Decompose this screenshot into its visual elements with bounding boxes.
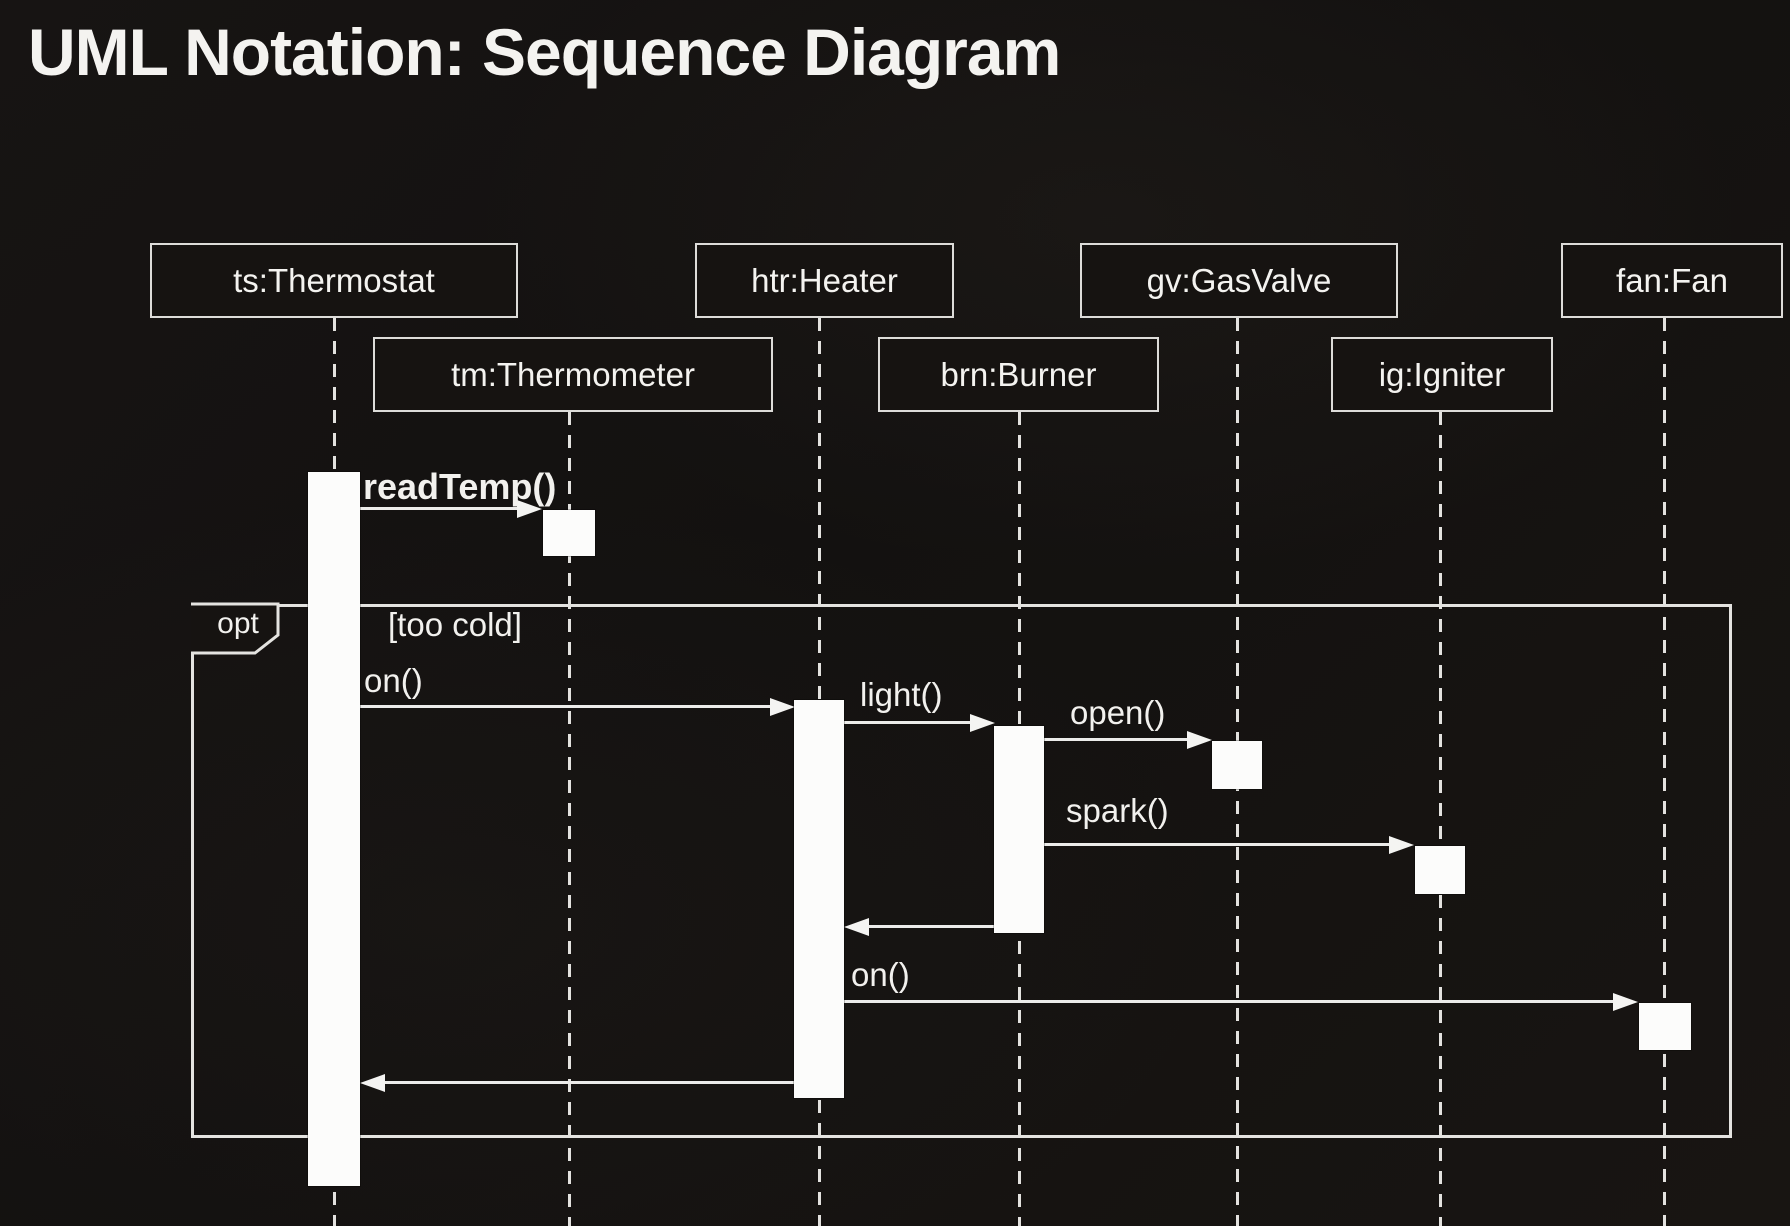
actor-box-gv: gv:GasValve [1080, 243, 1398, 318]
actor-box-ig: ig:Igniter [1331, 337, 1553, 412]
page-title: UML Notation: Sequence Diagram [28, 15, 1061, 89]
arrowhead-right-icon [1187, 731, 1212, 749]
actor-box-brn: brn:Burner [878, 337, 1159, 412]
fragment-operator-label: opt [217, 607, 259, 640]
message-line-on-fan [844, 1000, 1614, 1003]
arrowhead-left-icon [844, 918, 869, 936]
message-line-on-heater [360, 705, 772, 708]
message-line-light [844, 721, 972, 724]
actor-label: ts:Thermostat [233, 261, 435, 299]
message-line-readtemp [360, 507, 518, 510]
message-label-light: light() [860, 676, 943, 713]
lifeline-tm [568, 412, 571, 1226]
message-line-open [1044, 738, 1188, 741]
actor-label: ig:Igniter [1378, 355, 1506, 393]
arrowhead-left-icon [360, 1074, 385, 1092]
fragment-guard-label: [too cold] [388, 606, 522, 643]
arrowhead-right-icon [517, 500, 542, 518]
activation-htr [794, 700, 844, 1098]
message-label-on-fan: on() [851, 956, 910, 993]
actor-label: brn:Burner [940, 355, 1097, 393]
activation-tm [543, 510, 595, 556]
actor-box-fan: fan:Fan [1561, 243, 1783, 318]
arrowhead-right-icon [770, 698, 795, 716]
lifeline-fan [1663, 318, 1666, 1226]
arrowhead-right-icon [1613, 993, 1638, 1011]
actor-box-tm: tm:Thermometer [373, 337, 773, 412]
message-line-spark [1044, 843, 1390, 846]
fragment-opt-frame [191, 604, 1732, 1138]
activation-ig [1415, 846, 1465, 894]
activation-fan [1639, 1003, 1691, 1050]
activation-ts [308, 472, 360, 1186]
actor-label: gv:GasValve [1146, 261, 1332, 299]
arrowhead-right-icon [970, 714, 995, 732]
actor-label: htr:Heater [751, 261, 898, 299]
actor-label: tm:Thermometer [451, 355, 695, 393]
message-line-return-heater-thermostat [384, 1081, 794, 1084]
message-label-open: open() [1070, 694, 1166, 731]
actor-box-htr: htr:Heater [695, 243, 954, 318]
message-line-return-burner-heater [868, 925, 994, 928]
fragment-opt-tab [191, 602, 280, 655]
actor-label: fan:Fan [1616, 261, 1728, 299]
message-label-readtemp: readTemp() [363, 466, 557, 507]
activation-brn [994, 726, 1044, 933]
arrowhead-right-icon [1389, 836, 1414, 854]
lifeline-ig [1439, 412, 1442, 1226]
message-label-on-heater: on() [364, 662, 423, 699]
activation-gv [1212, 741, 1262, 789]
message-label-spark: spark() [1066, 792, 1169, 829]
actor-box-ts: ts:Thermostat [150, 243, 518, 318]
